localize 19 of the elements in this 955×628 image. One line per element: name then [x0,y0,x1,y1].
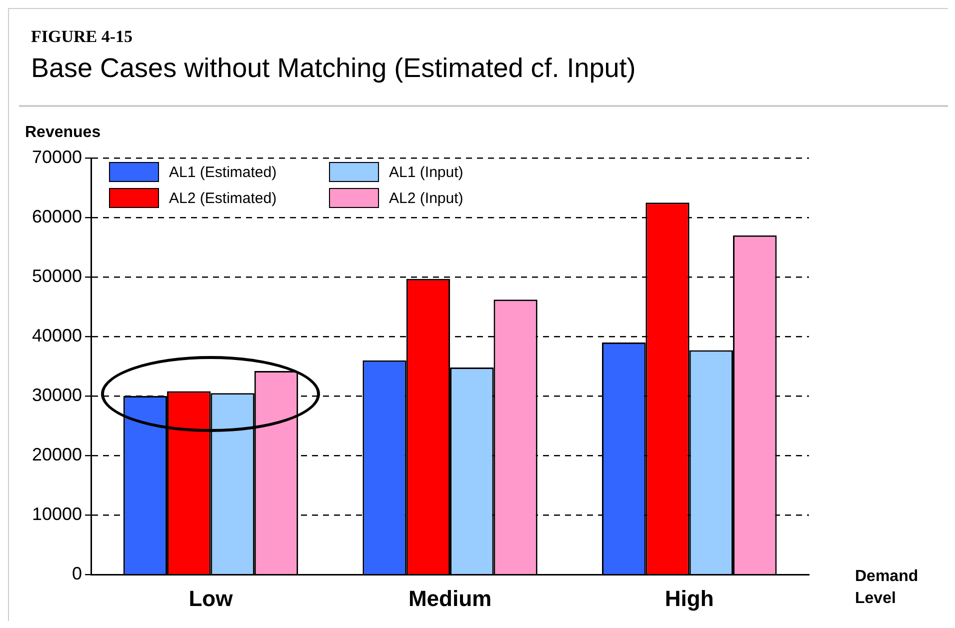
y-tick-label: 30000 [32,385,82,406]
legend-label: AL1 (Estimated) [169,164,277,180]
legend-label: AL2 (Estimated) [169,190,277,206]
x-tick-label: Medium [408,586,492,611]
y-tick-label: 70000 [32,146,82,167]
x-axis-title: Demand Level [855,567,920,609]
y-tick-label: 60000 [32,206,82,226]
y-tick-label: 20000 [32,444,82,465]
x-tick-label: Low [188,586,234,611]
y-tick-label: 0 [72,564,82,584]
chart-title: Base Cases without Matching (Estimated cf. Input) [31,53,636,84]
legend-label: AL1 (Input) [389,164,464,180]
y-tick-label: 10000 [32,504,82,524]
y-tick-label: 40000 [32,326,82,346]
caption: FIGURE 4-15 [31,27,133,47]
legend-label: AL2 (Input) [389,190,464,206]
x-tick-label: High [664,586,714,611]
y-axis-title: Revenues [25,124,101,142]
y-tick-label: 50000 [32,266,82,286]
